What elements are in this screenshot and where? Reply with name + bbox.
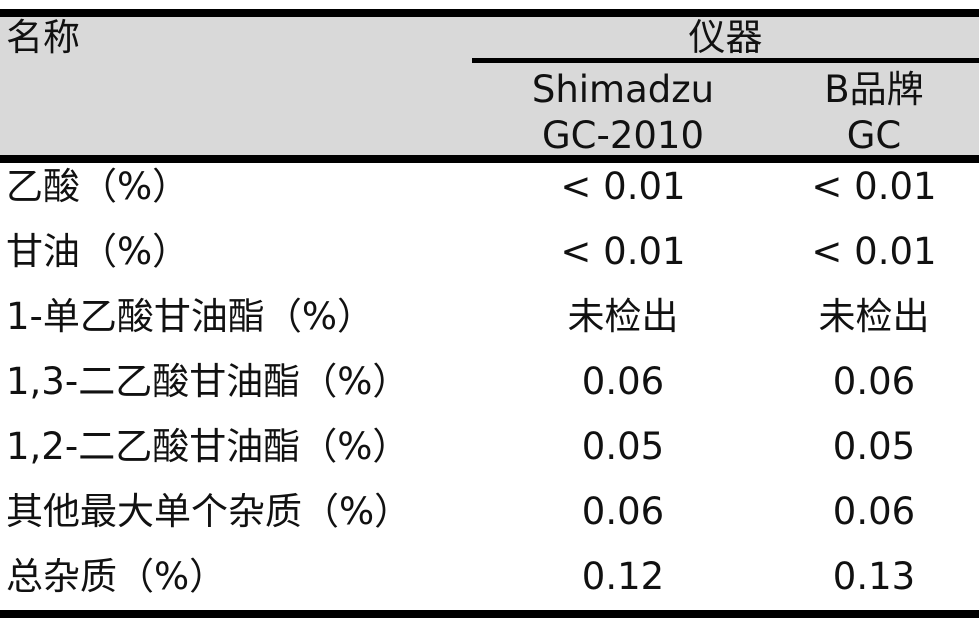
header-background	[0, 17, 979, 158]
row-value-brand-b: 未检出	[818, 295, 930, 338]
brand-b-header-line1: B品牌	[824, 68, 924, 111]
row-name: 1,3-二乙酸甘油酯（%）	[6, 360, 410, 403]
row-value-brand-b: < 0.01	[811, 230, 937, 273]
brand-b-header-line2: GC	[846, 114, 902, 157]
row-value-shimadzu: 0.12	[581, 555, 665, 598]
row-value-brand-b: < 0.01	[811, 165, 937, 208]
row-value-shimadzu: < 0.01	[560, 230, 686, 273]
row-name: 1,2-二乙酸甘油酯（%）	[6, 425, 410, 468]
shimadzu-header-line1: Shimadzu	[531, 68, 715, 111]
instrument-group-header: 仪器	[688, 16, 763, 59]
row-value-shimadzu: < 0.01	[560, 165, 686, 208]
row-value-brand-b: 0.05	[832, 425, 916, 468]
row-value-brand-b: 0.13	[832, 555, 916, 598]
row-name: 乙酸（%）	[6, 165, 190, 208]
header-bottom-rule	[0, 155, 979, 163]
row-value-shimadzu: 未检出	[567, 295, 679, 338]
row-name: 其他最大单个杂质（%）	[6, 490, 412, 533]
row-value-brand-b: 0.06	[832, 490, 916, 533]
row-value-brand-b: 0.06	[832, 360, 916, 403]
row-name: 总杂质（%）	[6, 555, 227, 598]
row-value-shimadzu: 0.06	[581, 360, 665, 403]
row-value-shimadzu: 0.05	[581, 425, 665, 468]
name-column-header: 名称	[6, 16, 80, 59]
instrument-group-rule	[472, 58, 979, 63]
top-rule	[0, 9, 979, 17]
row-name: 1-单乙酸甘油酯（%）	[6, 295, 375, 338]
shimadzu-header-line2: GC-2010	[541, 114, 705, 157]
bottom-rule	[0, 610, 979, 618]
row-value-shimadzu: 0.06	[581, 490, 665, 533]
row-name: 甘油（%）	[6, 230, 190, 273]
